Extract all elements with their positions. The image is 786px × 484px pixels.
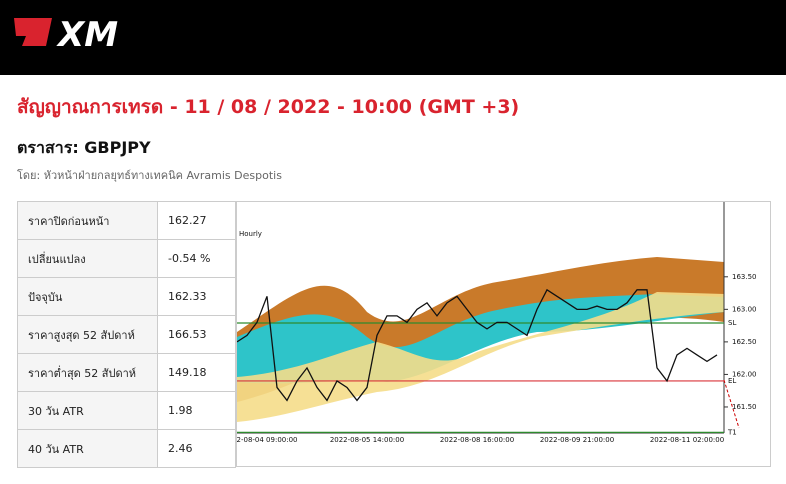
label-cell: ราคาสูงสุด 52 สัปดาห์ — [17, 315, 158, 354]
table-row: 30 วัน ATR 1.98 — [17, 391, 236, 430]
x-tick-label: 2022-08-11 02:00:00 — [650, 436, 724, 444]
label-cell: 40 วัน ATR — [17, 429, 158, 468]
table-row: 40 วัน ATR 2.46 — [17, 429, 236, 468]
table-row: ปัจจุบัน 162.33 — [17, 277, 236, 316]
table-row: เปลี่ยนแปลง -0.54 % — [17, 239, 236, 278]
chart: Hourly 161.50 162.00 162.50 163.00 163.50 SL E… — [236, 201, 771, 467]
x-tick-label: 2022-08-09 21:00:00 — [540, 436, 614, 444]
target-arrow — [723, 379, 740, 429]
x-tick-label: 2022-08-08 16:00:00 — [440, 436, 514, 444]
y-tick-label: 163.00 — [732, 305, 757, 313]
y-tick-label: 162.00 — [732, 370, 757, 378]
price-line — [237, 288, 718, 402]
x-tick-label: 2-08-04 09:00:00 — [237, 436, 298, 444]
level-label: SL — [728, 319, 736, 327]
level-label: T1 — [727, 428, 737, 436]
value-cell: -0.54 % — [157, 239, 236, 278]
value-cell: 2.46 — [157, 429, 236, 468]
label-cell: ปัจจุบัน — [17, 277, 158, 316]
table-row: ราคาสูงสุด 52 สัปดาห์ 166.53 — [17, 315, 236, 354]
value-cell: 162.27 — [157, 201, 236, 240]
chart-subtitle: Hourly — [239, 230, 262, 238]
logo: XM — [14, 15, 118, 55]
y-tick-label: 163.50 — [732, 273, 757, 281]
y-tick-label: 161.50 — [732, 403, 757, 411]
label-cell: ราคาต่ำสุด 52 สัปดาห์ — [17, 353, 158, 392]
header: XM — [0, 0, 786, 75]
author: โดย: หัวหน้าฝ่ายกลยุทธ์ทางเทคนิค Avramis… — [17, 169, 282, 182]
label-cell: ราคาปิดก่อนหน้า — [17, 201, 158, 240]
logo-icon — [14, 18, 52, 46]
level-label: EL — [728, 377, 736, 385]
value-cell: 1.98 — [157, 391, 236, 430]
y-tick-label: 162.50 — [732, 338, 757, 346]
label-cell: 30 วัน ATR — [17, 391, 158, 430]
label-cell: เปลี่ยนแปลง — [17, 239, 158, 278]
value-cell: 166.53 — [157, 315, 236, 354]
table-row: ราคาปิดก่อนหน้า 162.27 — [17, 201, 236, 240]
table-row: ราคาต่ำสุด 52 สัปดาห์ 149.18 — [17, 353, 236, 392]
info-table: ราคาปิดก่อนหน้า 162.27 เปลี่ยนแปลง -0.54 % ป… — [17, 201, 236, 468]
title: สัญญาณการเทรด - 11 / 08 / 2022 - 10:00 (… — [17, 96, 520, 118]
band-yellow — [237, 292, 724, 422]
logo-text: XM — [56, 15, 118, 55]
value-cell: 149.18 — [157, 353, 236, 392]
instrument: ตราสาร: GBPJPY — [17, 138, 151, 157]
value-cell: 162.33 — [157, 277, 236, 316]
x-tick-label: 2022-08-05 14:00:00 — [330, 436, 404, 444]
